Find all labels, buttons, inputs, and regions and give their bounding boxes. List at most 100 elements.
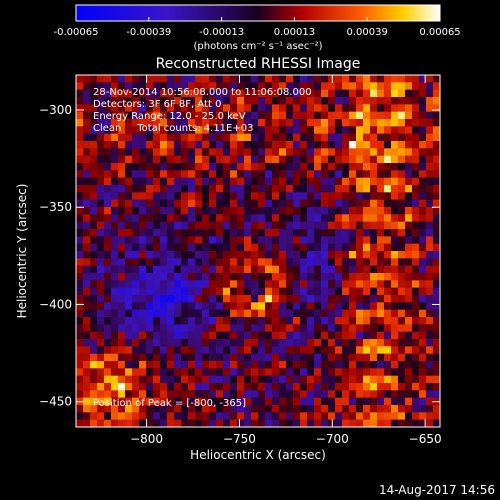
heatmap-cell — [405, 199, 413, 208]
heatmap-cell — [174, 75, 182, 83]
heatmap-cell — [146, 163, 154, 171]
heatmap-cell — [335, 368, 343, 376]
heatmap-cell — [328, 221, 336, 230]
heatmap-cell — [335, 97, 343, 105]
heatmap-cell — [433, 236, 441, 244]
heatmap-cell — [216, 383, 224, 391]
heatmap-cell — [146, 397, 154, 406]
heatmap-cell — [153, 111, 161, 120]
heatmap-cell — [160, 361, 168, 369]
heatmap-cell — [132, 243, 140, 252]
heatmap-cell — [244, 295, 252, 303]
heatmap-cell — [251, 265, 259, 274]
heatmap-cell — [146, 229, 154, 237]
heatmap-cell — [230, 419, 238, 428]
heatmap-cell — [279, 89, 287, 98]
heatmap-cell — [125, 273, 133, 281]
heatmap-cell — [398, 287, 406, 296]
heatmap-cell — [139, 82, 147, 90]
heatmap-cell — [195, 207, 203, 215]
heatmap-cell — [188, 353, 196, 362]
heatmap-cell — [426, 192, 434, 200]
heatmap-cell — [160, 243, 168, 252]
heatmap-cell — [97, 251, 105, 259]
heatmap-cell — [272, 412, 280, 420]
heatmap-cell — [335, 405, 343, 413]
heatmap-cell — [377, 192, 385, 200]
heatmap-cell — [391, 405, 399, 413]
heatmap-cell — [349, 302, 357, 310]
heatmap-cell — [321, 368, 329, 376]
heatmap-cell — [174, 331, 182, 340]
heatmap-cell — [349, 199, 357, 208]
heatmap-cell — [104, 236, 112, 244]
heatmap-cell — [272, 163, 280, 171]
heatmap-cell — [391, 346, 399, 354]
heatmap-cell — [377, 133, 385, 142]
heatmap-cell — [237, 258, 245, 266]
heatmap-cell — [97, 199, 105, 208]
heatmap-cell — [258, 390, 266, 398]
heatmap-cell — [370, 265, 378, 274]
heatmap-cell — [125, 97, 133, 105]
heatmap-cell — [244, 148, 252, 156]
heatmap-cell — [398, 97, 406, 105]
heatmap-cell — [321, 75, 329, 83]
heatmap-cell — [286, 295, 294, 303]
heatmap-cell — [286, 280, 294, 288]
heatmap-cell — [412, 163, 420, 171]
heatmap-cell — [83, 229, 91, 237]
heatmap-cell — [279, 111, 287, 120]
heatmap-cell — [370, 111, 378, 120]
heatmap-cell — [76, 82, 84, 90]
heatmap-cell — [97, 287, 105, 296]
heatmap-cell — [251, 199, 259, 208]
heatmap-cell — [216, 119, 224, 127]
heatmap-cell — [237, 273, 245, 281]
heatmap-cell — [279, 317, 287, 325]
heatmap-cell — [125, 82, 133, 90]
heatmap-cell — [146, 207, 154, 215]
heatmap-cell — [391, 397, 399, 406]
heatmap-cell — [426, 214, 434, 222]
heatmap-cell — [349, 287, 357, 296]
heatmap-cell — [83, 192, 91, 200]
heatmap-cell — [209, 309, 217, 318]
heatmap-cell — [258, 295, 266, 303]
heatmap-cell — [349, 273, 357, 281]
heatmap-cell — [237, 148, 245, 156]
heatmap-cell — [202, 405, 210, 413]
heatmap-cell — [76, 126, 84, 134]
heatmap-cell — [342, 412, 350, 420]
heatmap-cell — [433, 265, 441, 274]
heatmap-cell — [419, 111, 427, 120]
heatmap-cell — [230, 82, 238, 90]
heatmap-cell — [195, 258, 203, 266]
heatmap-cell — [111, 353, 119, 362]
heatmap-cell — [321, 309, 329, 318]
heatmap-cell — [419, 412, 427, 420]
heatmap-cell — [90, 243, 98, 252]
heatmap-cell — [426, 148, 434, 156]
heatmap-cell — [335, 273, 343, 281]
heatmap-cell — [328, 251, 336, 259]
heatmap-cell — [195, 375, 203, 384]
heatmap-cell — [111, 133, 119, 142]
heatmap-cell — [377, 104, 385, 112]
heatmap-cell — [230, 148, 238, 156]
heatmap-cell — [125, 148, 133, 156]
heatmap-cell — [300, 163, 308, 171]
heatmap-cell — [104, 273, 112, 281]
heatmap-cell — [202, 302, 210, 310]
heatmap-cell — [174, 346, 182, 354]
heatmap-cell — [363, 331, 371, 340]
heatmap-cell — [293, 324, 301, 332]
heatmap-cell — [412, 111, 420, 120]
heatmap-cell — [279, 163, 287, 171]
heatmap-cell — [125, 177, 133, 186]
heatmap-cell — [167, 295, 175, 303]
heatmap-cell — [174, 185, 182, 193]
heatmap-cell — [209, 280, 217, 288]
heatmap-cell — [251, 280, 259, 288]
heatmap-cell — [391, 133, 399, 142]
